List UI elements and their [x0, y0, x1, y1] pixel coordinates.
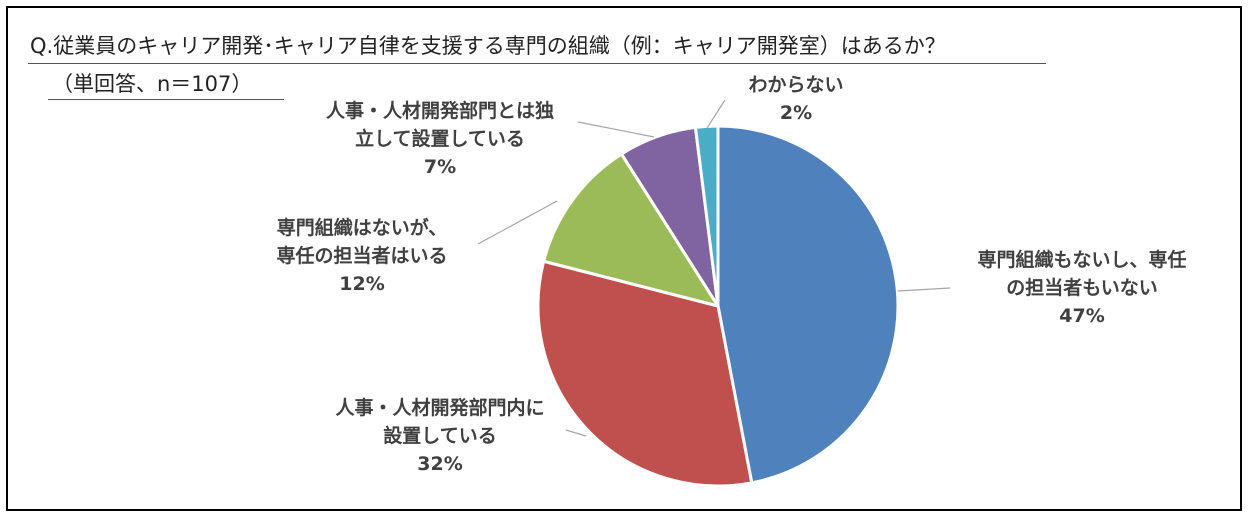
- slice-value-label-3: 12%: [339, 273, 384, 295]
- slice-category-label-4: 立して設置している: [355, 127, 525, 150]
- slice-value-label-5: 2%: [780, 102, 812, 124]
- leader-line-1: [897, 287, 951, 292]
- leader-line-2: [565, 429, 587, 437]
- pie-slice-3: [542, 152, 720, 308]
- chart-title: Q.従業員のキャリア開発･キャリア自律を支援する専門の組織（例：キャリア開発室）…: [30, 34, 946, 58]
- chart-subtitle: （単回答、n＝107）: [52, 72, 253, 96]
- leader-line-4: [577, 121, 655, 138]
- pie-slice-5: [693, 124, 720, 308]
- slice-category-label-1: 専門組織もないし、専任: [977, 248, 1186, 271]
- slice-value-label-1: 47%: [1059, 305, 1104, 327]
- slice-category-label-1: の担当者もいない: [1006, 276, 1158, 299]
- slice-category-label-5: わからない: [748, 74, 843, 96]
- subtitle-underline: [48, 99, 284, 100]
- slice-category-label-2: 人事・人材開発部門内に: [335, 396, 544, 419]
- slice-value-label-2: 32%: [417, 453, 462, 475]
- pie-slices: [536, 124, 900, 488]
- slice-value-label-4: 7%: [424, 156, 456, 178]
- pie-slice-2: [536, 259, 754, 488]
- pie-slice-1: [716, 124, 900, 485]
- slice-category-label-3: 専任の担当者はいる: [276, 244, 447, 267]
- title-underline: [28, 63, 1046, 64]
- slice-category-label-2: 設置している: [383, 424, 496, 447]
- leader-lines: [477, 99, 951, 437]
- leader-line-5: [706, 99, 726, 129]
- slice-category-label-3: 専門組織はないが、: [277, 216, 448, 239]
- slice-category-label-4: 人事・人材開発部門とは独: [326, 99, 554, 122]
- leader-line-3: [477, 200, 558, 245]
